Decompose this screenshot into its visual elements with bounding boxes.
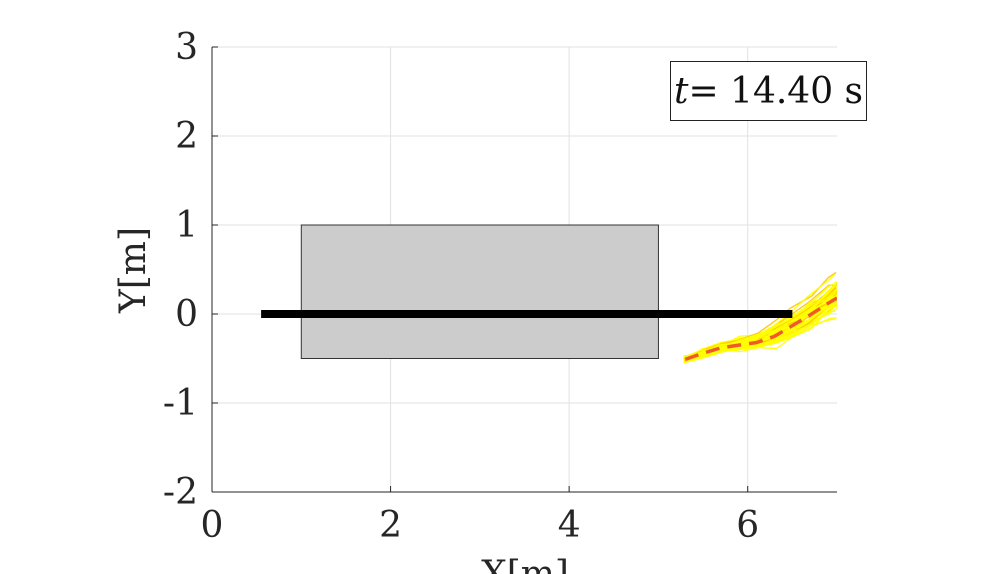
obstacle-layer bbox=[300, 224, 659, 359]
axes bbox=[211, 46, 837, 493]
y-tick-label: 0 bbox=[175, 294, 198, 335]
x-tick-label: 0 bbox=[201, 505, 224, 546]
y-tick-label: 3 bbox=[175, 27, 198, 68]
y-tick-label: -1 bbox=[163, 383, 198, 424]
y-axis-label: Y[m] bbox=[113, 227, 154, 314]
x-tick-label: 6 bbox=[736, 505, 759, 546]
x-axis-label: X[m] bbox=[481, 554, 569, 574]
time-annotation: t = 14.40 s bbox=[670, 61, 867, 121]
time-value: = 14.40 s bbox=[688, 70, 864, 112]
time-variable: t bbox=[673, 70, 689, 112]
x-tick-label: 2 bbox=[379, 505, 402, 546]
y-tick-label: 1 bbox=[175, 205, 198, 246]
predicted-path bbox=[684, 296, 837, 362]
tick-labels: 0 2 4 6 -2 -1 0 1 2 3 bbox=[163, 27, 759, 546]
line-layer bbox=[261, 296, 837, 362]
y-tick-label: -2 bbox=[163, 472, 198, 513]
obstacle-rect bbox=[300, 224, 659, 359]
x-tick-label: 4 bbox=[558, 505, 581, 546]
y-tick-label: 2 bbox=[175, 116, 198, 157]
